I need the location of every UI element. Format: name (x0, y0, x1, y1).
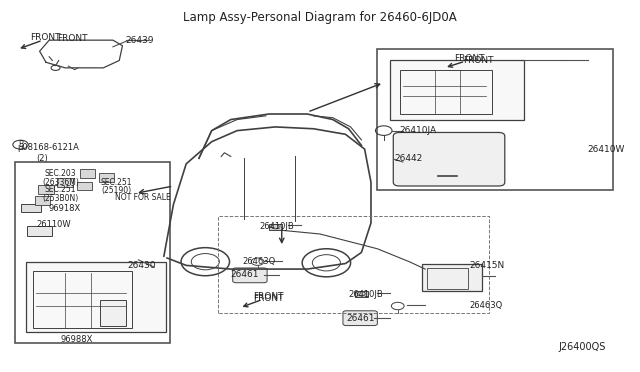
Text: NOT FOR SALE: NOT FOR SALE (115, 193, 171, 202)
Text: FRONT: FRONT (463, 56, 494, 65)
Bar (422, 263, 483, 291)
Bar (77, 182, 92, 190)
Text: B: B (18, 140, 23, 149)
Text: 26463Q: 26463Q (470, 301, 503, 311)
Text: FRONT: FRONT (30, 33, 61, 42)
Text: J26400QS: J26400QS (559, 341, 606, 352)
Text: 26430: 26430 (127, 261, 156, 270)
Text: 26415N: 26415N (470, 261, 505, 270)
Text: 26410W: 26410W (588, 145, 625, 154)
Text: Lamp Assy-Personal Diagram for 26460-6JD0A: Lamp Assy-Personal Diagram for 26460-6JD… (183, 11, 457, 23)
Bar (26, 262, 166, 332)
Text: (2): (2) (36, 154, 48, 163)
Text: FRONT: FRONT (57, 34, 87, 43)
Bar (35, 196, 51, 205)
Bar (100, 301, 125, 326)
Bar (378, 49, 613, 190)
Bar (20, 204, 41, 212)
Text: FRONT: FRONT (253, 294, 284, 303)
Bar (15, 162, 170, 343)
Text: 26439: 26439 (125, 36, 154, 45)
Text: 26461: 26461 (231, 270, 259, 279)
Bar (38, 185, 54, 194)
Text: (26336M): (26336M) (43, 178, 80, 187)
Text: SEC.251: SEC.251 (100, 178, 132, 187)
Text: 26410JB: 26410JB (259, 222, 294, 231)
Text: SEC.251: SEC.251 (45, 185, 76, 194)
Bar (390, 61, 524, 119)
Bar (80, 169, 95, 177)
Bar (58, 178, 73, 187)
Bar (355, 291, 368, 297)
Text: FRONT: FRONT (454, 54, 484, 63)
Text: 26410JA: 26410JA (399, 126, 436, 135)
Text: FRONT: FRONT (253, 292, 284, 301)
Bar (33, 271, 132, 328)
Text: (253B0N): (253B0N) (43, 195, 79, 203)
Text: (25190): (25190) (101, 186, 132, 195)
Text: 26463Q: 26463Q (243, 257, 275, 266)
Bar (269, 224, 282, 230)
FancyBboxPatch shape (394, 132, 505, 186)
Text: SEC.203: SEC.203 (45, 169, 76, 177)
Text: 96918X: 96918X (49, 203, 81, 213)
FancyBboxPatch shape (343, 311, 378, 326)
FancyBboxPatch shape (233, 268, 267, 283)
Text: 96988X: 96988X (61, 335, 93, 344)
Bar (427, 268, 468, 289)
Text: 26461: 26461 (347, 314, 375, 323)
Bar (27, 225, 52, 236)
Text: 26410JB: 26410JB (349, 291, 383, 299)
Text: 26442: 26442 (394, 154, 423, 163)
Bar (99, 173, 114, 182)
Text: µ08168-6121A: µ08168-6121A (17, 143, 79, 152)
Text: 26110W: 26110W (36, 220, 71, 229)
Bar (399, 70, 492, 114)
